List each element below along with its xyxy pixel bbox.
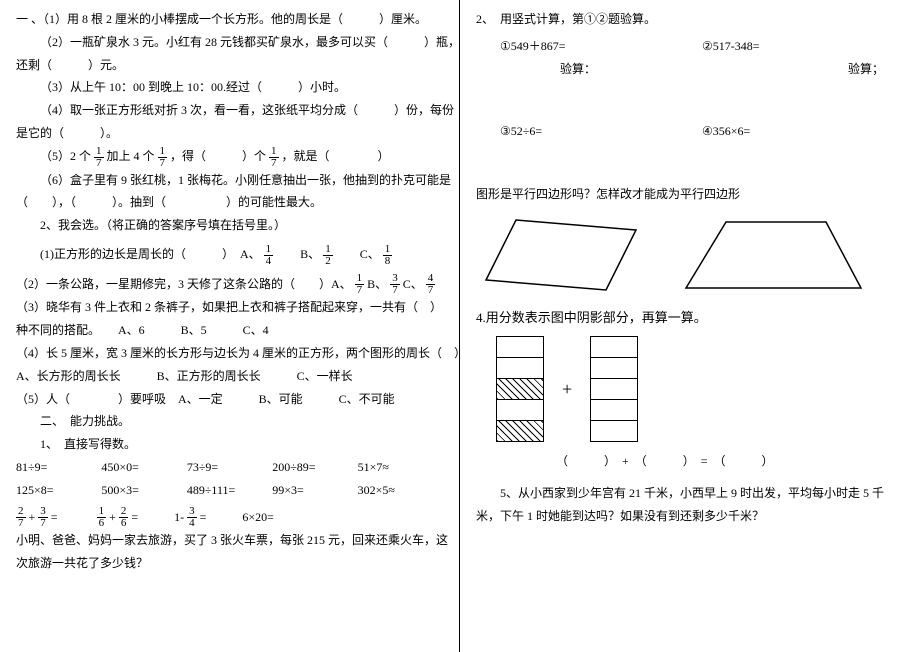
c1: ①549＋867= xyxy=(476,35,702,58)
frac-4-7: 47 xyxy=(426,273,436,296)
q1-5: （5）2 个 17 加上 4 个 17 ，得（ ）个 17 ，就是（ ） xyxy=(16,145,443,169)
q1-2b: 还剩（ ）元。 xyxy=(16,54,443,77)
q1-6b: （ ），（ ）。抽到（ ）的可能性最大。 xyxy=(16,191,443,214)
cell-hatched xyxy=(496,378,544,400)
yan1: 验算： xyxy=(476,58,680,81)
q2-4a: （4）长 5 厘米，宽 3 厘米的长方形与边长为 4 厘米的正方形，两个图形的周… xyxy=(16,342,443,365)
q2-3b: 种不同的搭配。 A、6 B、5 C、4 xyxy=(16,319,443,342)
q2-1: (1)正方形的边长是周长的（ ） A、 14 B、 12 C、 18 xyxy=(16,243,443,267)
q1-4a: （4）取一张正方形纸对折 3 次，看一看，这张纸平均分成（ ）份，每份 xyxy=(16,99,443,122)
ability-title: 二、 能力挑战。 xyxy=(16,410,443,433)
q1-2a: （2）一瓶矿泉水 3 元。小红有 28 元钱都买矿泉水，最多可以买（ ）瓶， xyxy=(16,31,443,54)
frac-1-4: 14 xyxy=(264,244,274,267)
right-stack xyxy=(590,337,638,442)
frac-1-7b: 17 xyxy=(158,146,168,169)
cell-hatched xyxy=(496,420,544,442)
q1-5d: ，就是（ ） xyxy=(282,149,390,163)
r-q2: 2、 用竖式计算，第①②题验算。 xyxy=(476,8,904,31)
left-stack xyxy=(496,337,544,442)
c2: ②517-348= xyxy=(702,35,904,58)
q5b: 米，下午 1 时她能到达吗？如果没有到还剩多少千米？ xyxy=(476,505,904,528)
calc-row-3: 27 + 37 = 16 + 26 = 1- 34 = 6×20= xyxy=(16,506,443,530)
q4-title: 4.用分数表示图中阴影部分，再算一算。 xyxy=(476,306,904,331)
trip-1: 小明、爸爸、妈妈一家去旅游，买了 3 张火车票，每张 215 元，回来还乘火车，… xyxy=(16,529,443,552)
frac-1-7d: 17 xyxy=(355,273,365,296)
c4: ④356×6= xyxy=(702,120,904,143)
calc-row-2: 125×8= 500×3= 489÷111= 99×3= 302×5≈ xyxy=(16,479,443,502)
cell xyxy=(496,336,544,358)
q2-title: 2、我会选。（将正确的答案序号填在括号里。） xyxy=(16,214,443,237)
calc-row-1: 81÷9= 450×0= 73÷9= 200÷89= 51×7≈ xyxy=(16,456,443,479)
shape-question: 图形是平行四边形吗？怎样改才能成为平行四边形 xyxy=(476,183,904,206)
q1-5a: （5）2 个 xyxy=(40,149,91,163)
frac-3-4: 34 xyxy=(187,506,197,529)
q1-1: 一 、（1）用 8 根 2 厘米的小棒摆成一个长方形。他的周长是（ ）厘米。 xyxy=(16,8,443,31)
q1-5c: ，得（ ）个 xyxy=(170,149,266,163)
calc-34: ③52÷6= ④356×6= xyxy=(476,120,904,143)
cell xyxy=(590,357,638,379)
q2-4b: A、长方形的周长长 B、正方形的周长长 C、一样长 xyxy=(16,365,443,388)
calc-title: 1、 直接写得数。 xyxy=(16,433,443,456)
frac-2-6: 26 xyxy=(119,506,129,529)
frac-1-8: 18 xyxy=(383,244,393,267)
c3: ③52÷6= xyxy=(476,120,702,143)
frac-1-2: 12 xyxy=(323,244,333,267)
fraction-diagrams: + xyxy=(496,337,904,442)
yan-row: 验算： 验算； xyxy=(476,58,904,81)
calc-12: ①549＋867= ②517-348= xyxy=(476,35,904,58)
right-column: 2、 用竖式计算，第①②题验算。 ①549＋867= ②517-348= 验算：… xyxy=(460,0,920,652)
frac-1-6: 16 xyxy=(97,506,107,529)
q1-3: （3）从上午 10：00 到晚上 10：00.经过（ ）小时。 xyxy=(16,76,443,99)
frac-2-7: 27 xyxy=(16,506,26,529)
cell xyxy=(496,357,544,379)
yan2: 验算； xyxy=(680,58,904,81)
page-root: 一 、（1）用 8 根 2 厘米的小棒摆成一个长方形。他的周长是（ ）厘米。 （… xyxy=(0,0,920,652)
frac-3-7b: 37 xyxy=(38,506,48,529)
cell xyxy=(590,378,638,400)
plus-sign: + xyxy=(562,372,572,406)
q1-6a: （6）盒子里有 9 张红桃，1 张梅花。小刚任意抽出一张，他抽到的扑克可能是 xyxy=(16,169,443,192)
cell xyxy=(590,420,638,442)
trip-2: 次旅游一共花了多少钱？ xyxy=(16,552,443,575)
equation-line: （ ） + （ ） = （ ） xyxy=(476,450,904,473)
q2-3a: （3）晓华有 3 件上衣和 2 条裤子，如果把上衣和裤子搭配起来穿，一共有（ ） xyxy=(16,296,443,319)
shapes-row xyxy=(476,210,904,300)
frac-1-7c: 17 xyxy=(269,146,279,169)
cell xyxy=(590,336,638,358)
cell xyxy=(496,399,544,421)
q1-4b: 是它的（ ）。 xyxy=(16,122,443,145)
q1-5b: 加上 4 个 xyxy=(107,149,155,163)
cell xyxy=(590,399,638,421)
trapezoid-shape xyxy=(676,210,866,300)
left-column: 一 、（1）用 8 根 2 厘米的小棒摆成一个长方形。他的周长是（ ）厘米。 （… xyxy=(0,0,460,652)
q2-2: （2）一条公路，一星期修完，3 天修了这条公路的（ ）A、 17 B、 37 C… xyxy=(16,273,443,297)
frac-3-7: 37 xyxy=(390,273,400,296)
parallelogram-shape xyxy=(476,210,646,300)
q5a: 5、从小西家到少年宫有 21 千米，小西早上 9 时出发，平均每小时走 5 千 xyxy=(476,482,904,505)
q2-5: （5）人（ ）要呼吸 A、一定 B、可能 C、不可能 xyxy=(16,388,443,411)
frac-1-7a: 17 xyxy=(94,146,104,169)
